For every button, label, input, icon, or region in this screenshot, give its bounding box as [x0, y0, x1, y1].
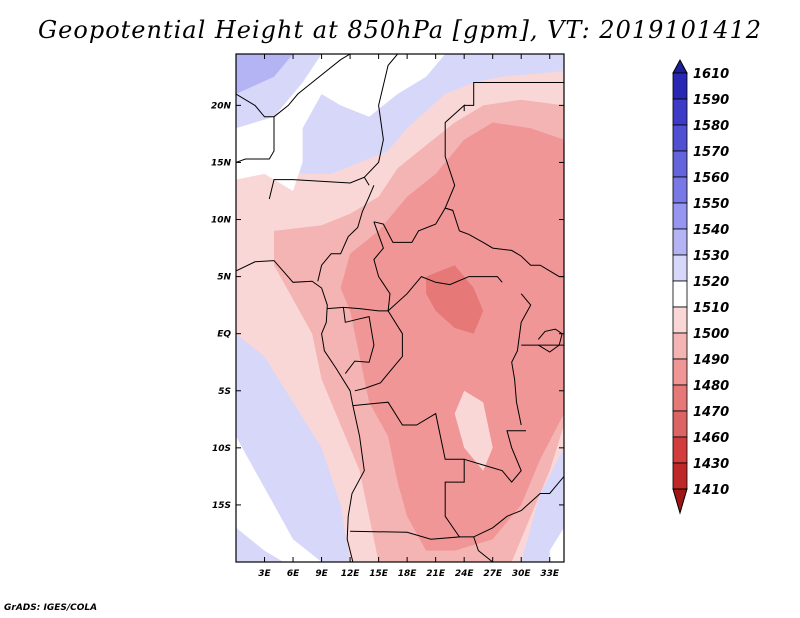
x-tick-label-33E: 33E — [540, 569, 560, 579]
y-tick-label-10S: 10S — [212, 444, 231, 454]
x-tick-label-12E: 12E — [341, 569, 361, 579]
map-title: Geopotential Height at 850hPa [gpm], VT:… — [38, 16, 762, 44]
border-gabon-congo — [342, 307, 375, 374]
colorbar-label-1470: 1470 — [693, 405, 729, 420]
colorbar-swatch-1430 — [672, 436, 688, 464]
y-tick-label-15S: 15S — [212, 501, 231, 511]
colorbar-label-1570: 1570 — [693, 145, 729, 160]
height-region-1530-7 — [236, 527, 284, 562]
colorbar-label-1580: 1580 — [693, 119, 729, 134]
border-lake-chad-chad-niger — [363, 54, 398, 178]
border-sudan-egypt-line — [464, 82, 564, 106]
border-sudan-ss — [459, 230, 564, 278]
height-region-1520-5 — [236, 436, 322, 562]
colorbar-label-1510: 1510 — [693, 301, 729, 316]
axis-ticks-layer: 3E 6E 9E 12E 15E 18E 21E 24E 27E 30E 33E 20N 15N 10N 5… — [211, 54, 564, 579]
y-tick-label-5S: 5S — [218, 387, 231, 397]
colorbar-swatch-1550 — [672, 176, 688, 204]
border-congo-drc — [354, 310, 403, 392]
colorbar-swatch-1570 — [672, 124, 688, 152]
colorbar-swatch-1560 — [672, 150, 688, 178]
colorbar-swatch-1480 — [672, 358, 688, 386]
x-tick-label-18E: 18E — [398, 569, 418, 579]
colorbar-label-1430: 1430 — [693, 457, 729, 472]
height-region-1540-8 — [236, 54, 293, 94]
border-nigeria-cameroon — [317, 185, 375, 282]
border-angola-drc — [350, 401, 465, 540]
map-plot-frame — [235, 53, 565, 563]
colorbar-swatch-1470 — [672, 384, 688, 412]
y-tick-label-20N: 20N — [211, 101, 232, 111]
colorbar-swatch-1510 — [672, 280, 688, 308]
border-drc-zambia — [464, 430, 526, 483]
colorbar-extend-min — [672, 488, 688, 515]
colorbar-label-1540: 1540 — [693, 223, 729, 238]
height-field-layer — [236, 54, 564, 562]
colorbar-swatch-1530 — [672, 228, 688, 256]
colorbar-swatch-1580 — [672, 98, 688, 126]
border-drc-uganda — [511, 293, 532, 426]
country-borders-layer — [236, 54, 564, 562]
x-tick-label-27E: 27E — [483, 569, 503, 579]
x-tick-label-9E: 9E — [315, 569, 328, 579]
colorbar-label-1520: 1520 — [693, 275, 729, 290]
colorbar-label-1610: 1610 — [693, 67, 729, 82]
x-tick-label-30E: 30E — [512, 569, 532, 579]
colorbar-label-1590: 1590 — [693, 93, 729, 108]
colorbar-extend-max — [672, 58, 688, 74]
colorbar-label-1550: 1550 — [693, 197, 729, 212]
x-tick-label-24E: 24E — [455, 569, 475, 579]
colorbar-swatch-1540 — [672, 202, 688, 230]
height-region-1510-9 — [454, 390, 493, 471]
height-region-1520-10 — [549, 527, 564, 562]
colorbar-swatch-1460 — [672, 410, 688, 438]
border-niger-nigeria — [268, 176, 370, 200]
border-mali-niger-line — [236, 93, 274, 118]
height-region-1490-2 — [340, 122, 564, 551]
colorbar-swatch-1490 — [672, 332, 688, 360]
colorbar-label-1500: 1500 — [693, 327, 729, 342]
colorbar-label-1460: 1460 — [693, 431, 729, 446]
colorbar-swatch-1410 — [672, 462, 688, 490]
height-region-1530-11 — [521, 54, 564, 65]
y-tick-label-5N: 5N — [217, 273, 231, 283]
x-tick-label-21E: 21E — [426, 569, 446, 579]
border-zambia-mozambique — [459, 476, 564, 538]
colorbar-label-1560: 1560 — [693, 171, 729, 186]
y-tick-label-10N: 10N — [211, 216, 232, 226]
colorbar-label-1480: 1480 — [693, 379, 729, 394]
colorbar-swatch-1590 — [672, 72, 688, 100]
height-region-1480-3 — [426, 265, 484, 334]
colorbar-label-1410: 1410 — [693, 483, 729, 498]
colorbar-swatch-1520 — [672, 254, 688, 282]
grads-credit: GrADS: IGES/COLA — [4, 603, 98, 613]
border-cameroon-south — [327, 221, 391, 312]
border-west-africa-coast — [236, 260, 365, 562]
y-tick-label-EQ: EQ — [217, 330, 231, 340]
y-tick-label-15N: 15N — [211, 158, 232, 168]
colorbar-label-1530: 1530 — [693, 249, 729, 264]
x-tick-label-6E: 6E — [287, 569, 300, 579]
colorbar: 1610 1590 1580 1570 1560 1550 1540 1530 1520 1510… — [672, 58, 729, 515]
border-mauritania-mali — [236, 54, 351, 163]
colorbar-label-1490: 1490 — [693, 353, 729, 368]
border-car-drc — [387, 276, 503, 312]
border-zambia-zimbabwe — [473, 536, 494, 562]
x-tick-label-15E: 15E — [369, 569, 389, 579]
colorbar-swatch-1500 — [672, 306, 688, 334]
border-chad-car — [373, 207, 460, 243]
x-tick-label-3E: 3E — [258, 569, 271, 579]
